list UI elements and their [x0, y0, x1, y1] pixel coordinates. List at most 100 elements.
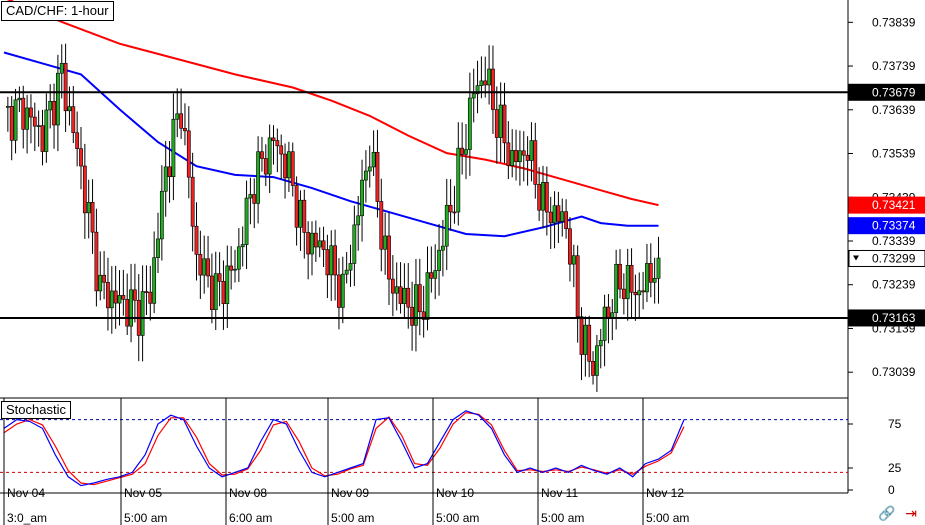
candle-body [425, 272, 430, 320]
candle-body [63, 62, 68, 112]
time-axis: Nov 04 3:0_am Nov 05 5:00 am Nov 08 6:00 am No… [3, 398, 689, 525]
candle-body [44, 109, 49, 152]
date-label: Nov 11 [541, 486, 578, 500]
candle-body [537, 184, 542, 211]
candle-body [294, 185, 299, 228]
candle-body [633, 291, 638, 296]
candle-body [510, 150, 515, 166]
price-tick-label: 0.73339 [872, 234, 916, 248]
candle-body [383, 235, 388, 250]
candle-body [421, 311, 426, 320]
candle-body [645, 263, 649, 293]
candle-body [244, 197, 249, 245]
candle-body [575, 255, 580, 317]
candle-body [263, 158, 268, 175]
candle-body [144, 291, 149, 293]
candle-body [186, 130, 191, 178]
candle-body [414, 284, 418, 326]
candle-body [252, 194, 257, 204]
candle-body [32, 116, 37, 127]
candle-body [460, 147, 465, 155]
candle-body [379, 201, 384, 250]
candle-body [175, 113, 180, 120]
candle-body [479, 80, 484, 86]
candle-body [541, 182, 545, 211]
candle-body [525, 154, 530, 161]
price-tag-label: 0.73374 [872, 219, 916, 233]
candle-body [406, 287, 411, 308]
candle-body [337, 274, 341, 308]
candle-body [467, 97, 472, 150]
candle-body [637, 290, 642, 296]
candle-body [556, 205, 561, 222]
candle-body [210, 275, 214, 310]
candle-body [29, 107, 33, 118]
candle-body [213, 273, 218, 310]
candle-body [487, 68, 492, 86]
candle-body [456, 147, 461, 213]
candle-body [106, 281, 110, 309]
date-label: Nov 12 [646, 486, 684, 500]
candle-body [352, 224, 357, 264]
candle-body [283, 153, 287, 179]
candle-body [387, 235, 391, 280]
candle-body [279, 145, 284, 155]
candle-body [133, 289, 137, 301]
candle-body [502, 104, 507, 144]
stochastic-pane: 75 25 0 [0, 410, 902, 497]
candle-body [517, 150, 522, 163]
candle-body [602, 306, 607, 341]
candle-body [183, 127, 187, 132]
candle-body [452, 211, 457, 214]
candle-body [625, 264, 630, 300]
candle-body [98, 274, 103, 292]
candle-body [648, 263, 653, 283]
date-label: Nov 10 [436, 486, 474, 500]
candle-body [90, 202, 95, 233]
candle-body [363, 170, 368, 181]
candle-body [344, 269, 349, 275]
stochastic-tick-label: 75 [888, 417, 902, 431]
time-label: 5:00 am [436, 511, 479, 525]
candle-body [464, 149, 468, 155]
candle-body [82, 165, 87, 214]
candle-body [610, 312, 615, 318]
candle-body [398, 286, 403, 304]
candle-body [371, 151, 376, 168]
candlesticks [5, 43, 661, 392]
candle-body [533, 140, 538, 185]
arrow-right-icon[interactable]: ⇥ [905, 505, 917, 521]
candle-body [75, 132, 80, 149]
price-tag [848, 196, 925, 214]
candle-body [340, 273, 345, 308]
stochastic-tick-label: 25 [888, 461, 902, 475]
price-tick-label: 0.73039 [872, 365, 916, 379]
candle-body [48, 101, 53, 111]
candle-body [140, 291, 145, 336]
candle-body [179, 113, 184, 129]
candle-body [9, 106, 14, 141]
candle-body [410, 306, 415, 326]
candle-body [498, 104, 503, 138]
candle-body [618, 263, 622, 290]
candle-body [171, 118, 176, 178]
candle-body [194, 225, 199, 255]
price-tick-label: 0.73839 [872, 15, 916, 29]
candle-body [494, 109, 499, 138]
moving-average-line [6, 0, 659, 207]
candle-body [5, 106, 10, 108]
candle-body [13, 99, 18, 141]
candle-body [248, 194, 253, 199]
candle-body [652, 278, 657, 283]
candle-body [102, 274, 107, 283]
price-tag-label: 0.73679 [872, 85, 916, 99]
candle-body [52, 101, 56, 126]
link-icon[interactable]: 🔗 [877, 505, 896, 521]
candle-body [333, 245, 338, 276]
time-label: 5:00 am [646, 511, 689, 525]
price-tag [848, 249, 925, 267]
candle-body [21, 97, 26, 130]
candle-body [656, 257, 661, 279]
candle-body [55, 72, 60, 126]
time-label: 5:00 am [331, 511, 374, 525]
